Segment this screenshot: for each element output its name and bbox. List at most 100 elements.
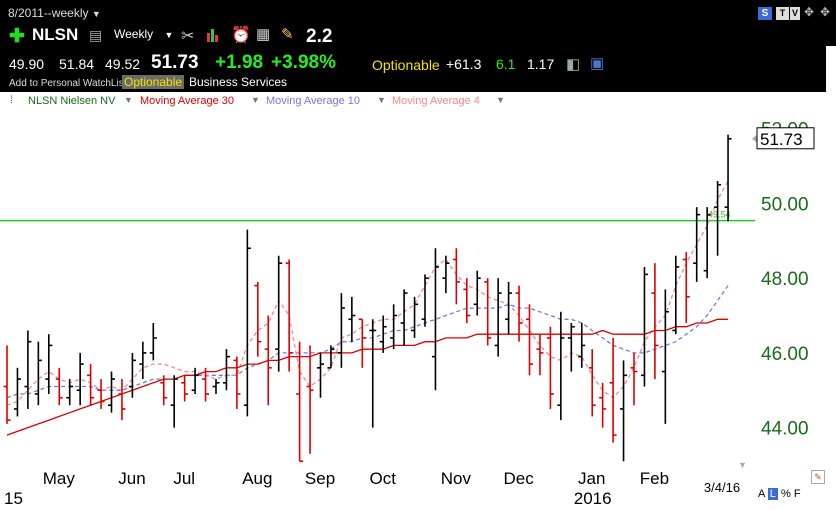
x-month-label: May <box>43 469 76 488</box>
legend-ma10[interactable]: Moving Average 10 <box>266 95 360 107</box>
ohlc-bar <box>463 278 471 323</box>
interval-selector[interactable]: Weekly ▼ <box>114 27 173 41</box>
tools-icon[interactable]: ✂ <box>181 28 195 45</box>
ohlc-bar <box>651 263 659 380</box>
ohlc-bar <box>724 134 732 222</box>
ohlc-bar <box>526 304 533 376</box>
ohlc-bar <box>494 278 502 357</box>
x-month-label: Jul <box>173 469 195 488</box>
ohlc-bar <box>66 379 74 406</box>
badge-s[interactable]: S <box>758 7 772 20</box>
ohlc-bar <box>588 349 596 417</box>
ohlc-bar <box>55 367 63 406</box>
ohlc-bar <box>337 293 345 368</box>
add-plus-icon[interactable]: ✚ <box>9 26 25 47</box>
x-month-label: Aug <box>242 469 272 488</box>
date-range-selector[interactable]: 8/2011--weekly ▼ <box>8 6 101 20</box>
ohlc-bar <box>348 296 356 342</box>
ohlc-bar <box>285 259 293 372</box>
chart-area: 49.54 52.0050.0048.0046.0044.0051.73MayJ… <box>0 110 836 510</box>
ohlc-bar <box>160 375 168 406</box>
chevron-down-icon: ▼ <box>164 30 174 40</box>
ohlc-bar <box>452 248 460 305</box>
ohlc-bar <box>45 334 53 394</box>
printer-icon[interactable]: ▤ <box>89 27 103 43</box>
ohlc-bar <box>87 364 95 406</box>
scrollbar[interactable] <box>826 46 836 92</box>
ohlc-bar <box>693 207 701 282</box>
interval-label: Weekly <box>114 27 154 41</box>
chevron-down-icon[interactable]: ▼ <box>496 95 505 105</box>
ohlc-bar <box>170 375 178 428</box>
ohlc-bar <box>275 255 283 372</box>
change-percent: +3.98% <box>271 52 336 73</box>
calculator-icon[interactable]: ▦ <box>256 26 271 43</box>
save-icon[interactable]: ▣ <box>590 55 605 72</box>
ma4-line <box>6 180 729 406</box>
chevron-down-icon[interactable]: ▼ <box>124 95 133 105</box>
ma30-line <box>6 318 728 436</box>
ohlc-bar <box>149 323 157 361</box>
date-range-label: 8/2011--weekly <box>8 6 89 20</box>
ohlc-bar <box>202 367 210 402</box>
ohlc-bar <box>264 315 272 406</box>
symbol-label: NLSN <box>32 25 79 44</box>
x-month-label: Sep <box>305 469 335 488</box>
cube-icon[interactable]: ◧ <box>566 56 581 73</box>
badge-t[interactable]: T <box>776 7 789 20</box>
watchlist-link[interactable]: Add to Personal WatchList <box>9 78 127 89</box>
ohlc-bar <box>222 349 230 391</box>
note-icon[interactable]: ✎ <box>281 26 294 43</box>
ohlc-bar <box>243 229 251 417</box>
legend-ma4[interactable]: Moving Average 4 <box>392 95 480 107</box>
pin-icon[interactable]: ✥ <box>804 5 815 19</box>
triangle-down-icon[interactable]: ▼ <box>738 460 747 470</box>
ohlc-bar <box>567 323 575 372</box>
ohlc-bar <box>620 360 628 462</box>
ohlc-bar <box>358 318 366 368</box>
x-year-label: 2016 <box>574 489 612 508</box>
last-price-label: 51.73 <box>760 130 803 149</box>
x-month-label: Feb <box>640 469 669 488</box>
last-price: 51.73 <box>151 52 199 73</box>
y-tick-label: 48.00 <box>761 269 809 290</box>
move-icon[interactable]: ✥ <box>820 5 831 19</box>
optionable-label: Optionable <box>372 57 440 73</box>
legend-ma30[interactable]: Moving Average 30 <box>140 95 234 107</box>
ohlc-bar <box>254 281 262 357</box>
ohlc-bar <box>118 379 126 421</box>
ohlc-bar <box>672 255 680 335</box>
ohlc-bar <box>306 345 314 454</box>
chevron-down-icon[interactable]: ▼ <box>251 95 260 105</box>
ohlc-bar <box>682 252 690 323</box>
ohlc-bar <box>34 341 42 406</box>
ratio-value: 1.17 <box>527 56 555 72</box>
ohlc-bar <box>411 296 419 338</box>
rs-value: 2.2 <box>306 26 333 47</box>
ma10-line <box>6 285 729 399</box>
ohlc-bar <box>484 278 492 346</box>
ohlc-bar <box>431 248 439 391</box>
ohlc-bar <box>640 266 648 387</box>
legend-symbol[interactable]: NLSN Nielsen NV <box>28 95 116 107</box>
ohlc-bar <box>97 379 105 409</box>
series-legend: ⁞ NLSN Nielsen NV ▼ Moving Average 30 ▼ … <box>0 92 836 110</box>
ohlc-bar <box>515 285 523 342</box>
ohlc-bar <box>379 315 387 353</box>
y-tick-label: 50.00 <box>761 194 809 215</box>
ohlc-bar <box>578 323 586 368</box>
low-value: 49.52 <box>105 56 141 72</box>
ohlc-bar <box>473 270 481 316</box>
x-year-label: 15 <box>4 489 23 508</box>
y-tick-label: 46.00 <box>761 344 809 365</box>
ohlc-bar <box>546 326 554 409</box>
edit-icon[interactable]: ✎ <box>811 470 825 484</box>
badge-v[interactable]: V <box>790 7 800 20</box>
chevron-down-icon[interactable]: ▼ <box>377 95 386 105</box>
ohlc-bar <box>536 334 544 376</box>
scale-toggles[interactable]: A L % F <box>758 488 801 500</box>
x-month-label: Jun <box>118 469 145 488</box>
bar-chart-icon[interactable] <box>206 26 220 47</box>
ohlc-bar <box>191 367 199 394</box>
alarm-clock-icon[interactable]: ⏰ <box>231 27 251 44</box>
